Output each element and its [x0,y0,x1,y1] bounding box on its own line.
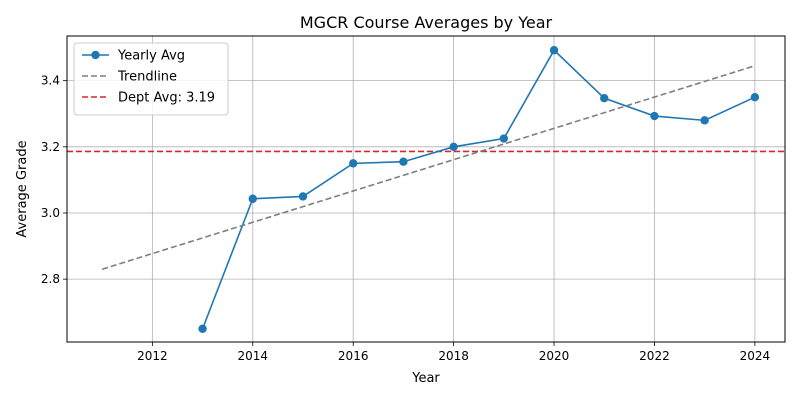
axis-ticks: 2012 2014 2016 2018 2020 2022 2024 2.8 3.0 3.2 3.4 [41,74,770,363]
yearly-avg-point [650,111,659,121]
yearly-avg-point [348,159,358,168]
trendline [101,65,756,270]
x-tick-label: 2012 [137,349,168,363]
x-axis-title: Year [411,371,440,386]
yearly-avg-line [201,48,756,330]
yearly-avg-point [499,134,509,143]
y-axis-title: Average Grade [15,140,30,237]
yearly-avg-point [600,93,609,103]
x-tick-label: 2020 [539,349,570,363]
yearly-avg-point [700,116,709,125]
legend-trendline-label: Trendline [117,70,177,85]
plot-frame [66,35,786,343]
yearly-avg-point [399,157,408,166]
legend-dept-avg-label: Dept Avg: 3.19 [118,91,215,106]
yearly-avg-point [449,142,458,152]
y-tick-label: 2.8 [41,272,60,286]
series [101,46,760,333]
x-tick-label: 2016 [338,349,369,363]
x-tick-label: 2018 [438,349,469,363]
yearly-avg-point [198,324,207,333]
y-tick-label: 3.0 [41,206,60,220]
legend-yearly-avg-label: Yearly Avg [117,49,185,64]
x-tick-label: 2014 [238,349,269,363]
yearly-avg-point [549,46,559,55]
y-tick-label: 3.2 [41,140,60,154]
yearly-avg-point [248,194,257,203]
x-tick-label: 2024 [740,349,771,363]
y-tick-label: 3.4 [41,74,60,88]
legend-box [73,42,229,116]
legend: Yearly Avg Trendline Dept Avg: 3.19 [73,42,229,116]
chart-title: MGCR Course Averages by Year [300,13,553,32]
legend-yearly-avg-marker [91,50,100,60]
yearly-avg-point [750,93,760,102]
x-tick-label: 2022 [639,349,670,363]
yearly-avg-point [298,192,308,201]
